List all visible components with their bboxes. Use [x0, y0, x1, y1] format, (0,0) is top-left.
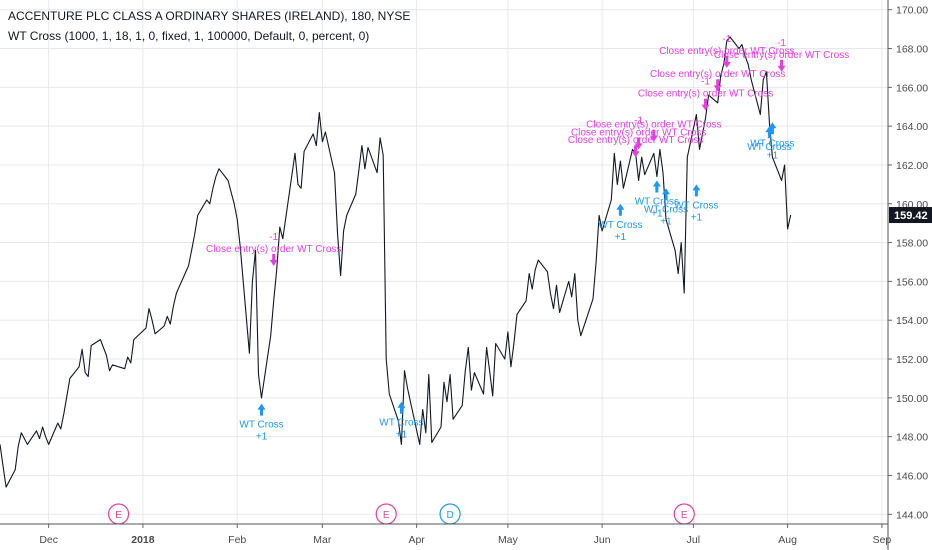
x-tick-label: May	[498, 534, 519, 546]
buy-arrow-icon	[768, 122, 777, 135]
dividend-event-label: D	[446, 510, 453, 521]
sell-signal-qty: -1	[722, 34, 731, 45]
sell-arrow-icon	[777, 59, 786, 72]
y-tick-label: 154.00	[896, 315, 928, 327]
sell-signal-label: Close entry(s) order WT Cross	[586, 120, 721, 131]
indicator-legend: WT Cross (1000, 1, 18, 1, 0, fixed, 1, 1…	[8, 29, 369, 43]
y-tick-label: 152.00	[896, 354, 928, 366]
buy-arrow-icon	[662, 188, 670, 201]
sell-arrow-icon	[713, 79, 722, 92]
buy-arrow-icon	[616, 203, 625, 216]
x-tick-label: 2018	[131, 534, 155, 546]
sell-arrow-icon	[634, 137, 643, 150]
earnings-event-label: E	[115, 510, 122, 521]
buy-signal-label: WT Cross	[674, 200, 718, 211]
buy-signal-qty: +1	[396, 430, 408, 441]
sell-signal-label: Close entry(s) order WT Cross	[571, 127, 706, 138]
x-tick-label: Dec	[39, 534, 58, 546]
x-tick-label: Apr	[408, 534, 425, 546]
x-tick-label: Feb	[228, 534, 246, 546]
chart-title: ACCENTURE PLC CLASS A ORDINARY SHARES (I…	[8, 9, 410, 23]
buy-signal-qty: +1	[767, 150, 779, 161]
buy-arrow-icon	[257, 403, 266, 416]
plot-area[interactable]	[0, 36, 792, 488]
buy-signal-qty: +1	[651, 208, 663, 219]
sell-signal-qty: -1	[701, 77, 710, 88]
buy-signal-label: WT Cross	[598, 220, 642, 231]
sell-arrow-icon	[631, 145, 640, 158]
x-tick-label: Jun	[594, 534, 611, 546]
last-price-badge	[889, 207, 932, 224]
y-tick-label: 150.00	[896, 393, 928, 405]
y-tick-label: 168.00	[896, 44, 928, 56]
sell-signal-qty: -1	[777, 38, 786, 49]
sell-signal-qty: -1	[634, 115, 643, 126]
buy-arrow-icon	[652, 180, 661, 193]
buy-signal-label: WT Cross	[644, 204, 688, 215]
x-tick-label: Aug	[778, 534, 797, 546]
y-axis: 144.00 146.00 148.00 150.00 152.00 154.00 156.…	[887, 0, 932, 550]
signal-markers: WT Cross+1WT Cross+1WT Cross+1WT Cross+1…	[206, 34, 849, 443]
sell-arrow-icon	[722, 55, 731, 68]
x-axis: Dec 2018 Feb Mar Apr May Jun Jul Aug Sep	[0, 523, 892, 546]
buy-signal-qty: +1	[691, 212, 703, 223]
buy-arrow-icon	[765, 126, 774, 139]
buy-signal-label: WT Cross	[239, 420, 283, 431]
buy-signal-label: WT Cross	[635, 196, 679, 207]
sell-arrow-icon	[649, 129, 658, 142]
earnings-event-label: E	[383, 510, 390, 521]
y-tick-label: 158.00	[896, 238, 928, 250]
sell-signal-label: Close entry(s) order WT Cross	[659, 46, 794, 57]
buy-signal-label: WT Cross	[747, 142, 791, 153]
y-tick-label: 146.00	[896, 470, 928, 482]
grid-lines	[0, 0, 888, 524]
y-tick-label: 166.00	[896, 82, 928, 94]
x-tick-label: Sep	[873, 534, 892, 546]
sell-arrow-icon	[701, 98, 710, 111]
y-tick-label: 170.00	[896, 5, 928, 17]
y-tick-label: 144.00	[896, 509, 928, 521]
x-tick-label: Jul	[687, 534, 700, 546]
buy-signal-label: WT Cross	[379, 418, 423, 429]
price-line	[0, 36, 792, 488]
buy-signal-qty: +1	[256, 432, 268, 443]
earnings-event-label: E	[681, 510, 688, 521]
y-tick-label: 162.00	[896, 160, 928, 172]
buy-arrow-icon	[397, 401, 406, 414]
sell-signal-label: Close entry(s) order WT Cross	[714, 50, 849, 61]
buy-signal-qty: +1	[660, 216, 672, 227]
y-tick-label: 164.00	[896, 121, 928, 133]
sell-signal-label: Close entry(s) order WT Cross	[206, 244, 341, 255]
sell-signal-qty: -1	[269, 232, 278, 243]
sell-signal-label: Close entry(s) order WT Cross	[638, 89, 773, 100]
y-tick-label: 148.00	[896, 432, 928, 444]
sell-signal-label: Close entry(s) order WT Cross	[568, 135, 703, 146]
buy-arrow-icon	[692, 184, 701, 197]
buy-signal-label: WT Cross	[750, 138, 794, 149]
y-tick-label: 156.00	[896, 276, 928, 288]
buy-signal-qty: +1	[615, 232, 627, 243]
sell-arrow-icon	[269, 253, 278, 266]
sell-signal-label: Close entry(s) order WT Cross	[650, 69, 785, 80]
last-price-label: 159.42	[894, 210, 928, 222]
x-tick-label: Mar	[313, 534, 332, 546]
